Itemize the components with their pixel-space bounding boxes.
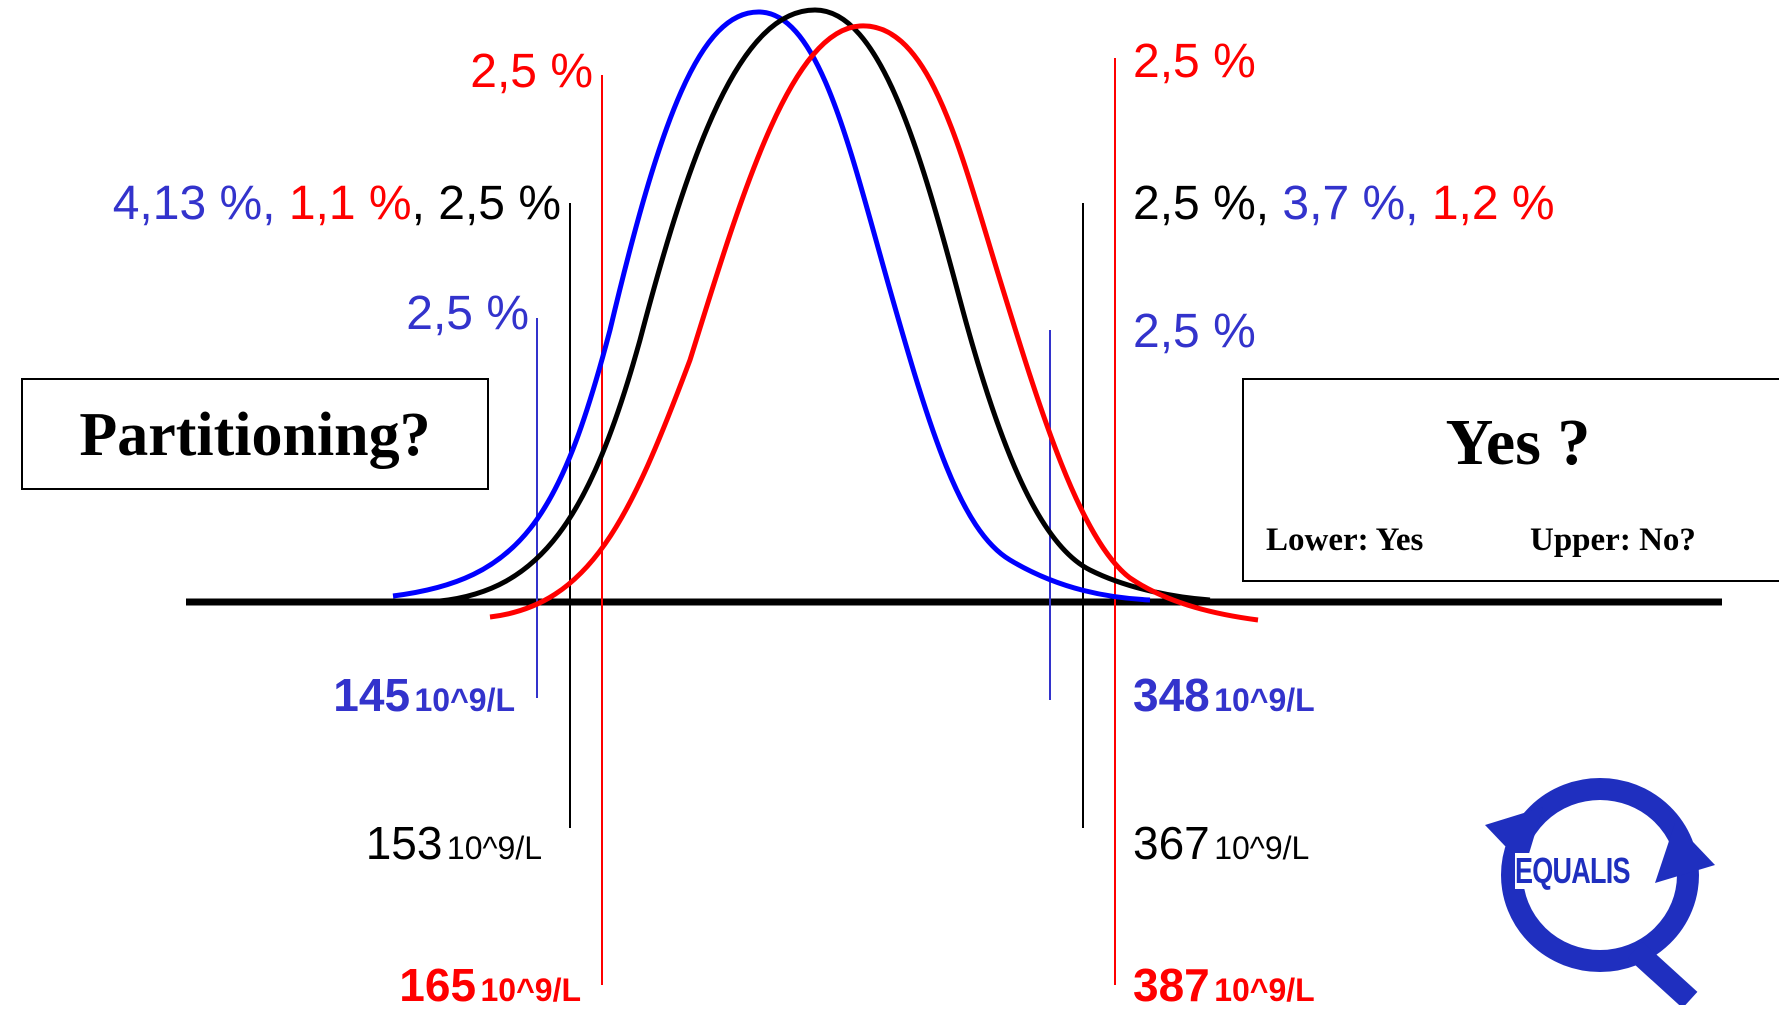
left-blue-percentage: 2,5 % <box>406 287 529 340</box>
limit-unit: 10^9/L <box>414 682 515 718</box>
right-black-tail-value: 2,5 % <box>1133 177 1256 230</box>
black-upper-limit-value: 367 10^9/L <box>1133 820 1309 866</box>
limit-unit: 10^9/L <box>1214 972 1315 1008</box>
limit-unit: 10^9/L <box>480 972 581 1008</box>
limit-unit: 10^9/L <box>1214 682 1315 718</box>
blue-distribution-curve <box>392 9 1151 603</box>
limit-number: 165 <box>399 959 477 1011</box>
partitioning-label: Partitioning? <box>79 401 431 469</box>
yes-title: Yes ? <box>1445 406 1591 479</box>
limit-number: 145 <box>333 669 411 721</box>
left-blue-tail-value: 4,13 % <box>112 177 263 230</box>
equalis-logo-text: EQUALIS <box>1515 850 1631 891</box>
separator: , <box>262 177 289 230</box>
equalis-logo: EQUALIS <box>1485 765 1715 1009</box>
right-blue-percentage: 2,5 % <box>1133 305 1256 358</box>
left-black-tail-value: , 2,5 % <box>411 177 561 230</box>
red-lower-limit-value: 165 10^9/L <box>399 962 581 1008</box>
limit-number: 387 <box>1133 959 1210 1011</box>
red-distribution-curve <box>489 23 1259 623</box>
equalis-logo-graphic <box>1485 778 1715 1009</box>
red-upper-limit-value: 387 10^9/L <box>1133 962 1315 1008</box>
yes-box: Yes ? Lower: Yes Upper: No? <box>1242 378 1779 582</box>
separator: , <box>1255 177 1283 230</box>
partitioning-box: Partitioning? <box>21 378 489 490</box>
limit-unit: 10^9/L <box>446 830 542 866</box>
limit-number: 153 <box>365 817 443 869</box>
right-red-tail-value: 1,2 % <box>1431 177 1555 230</box>
right-red-percentage: 2,5 % <box>1133 35 1256 88</box>
separator: , <box>1405 177 1432 230</box>
limit-number: 367 <box>1133 817 1210 869</box>
black-distribution-curve <box>439 7 1211 604</box>
left-red-percentage: 2,5 % <box>470 45 593 98</box>
right-combined-percentages: 2,5 %, 3,7 %, 1,2 % <box>1133 180 1555 228</box>
left-combined-percentages: 4,13 %, 1,1 %, 2,5 % <box>113 180 561 228</box>
right-blue-tail-value: 3,7 % <box>1282 177 1406 230</box>
blue-lower-limit-value: 145 10^9/L <box>333 672 515 718</box>
lower-answer: Lower: Yes <box>1266 522 1424 558</box>
blue-upper-limit-value: 348 10^9/L <box>1133 672 1315 718</box>
limit-number: 348 <box>1133 669 1210 721</box>
limit-unit: 10^9/L <box>1214 830 1310 866</box>
left-red-tail-value: 1,1 % <box>288 177 412 230</box>
black-lower-limit-value: 153 10^9/L <box>366 820 542 866</box>
upper-answer: Upper: No? <box>1530 522 1696 558</box>
